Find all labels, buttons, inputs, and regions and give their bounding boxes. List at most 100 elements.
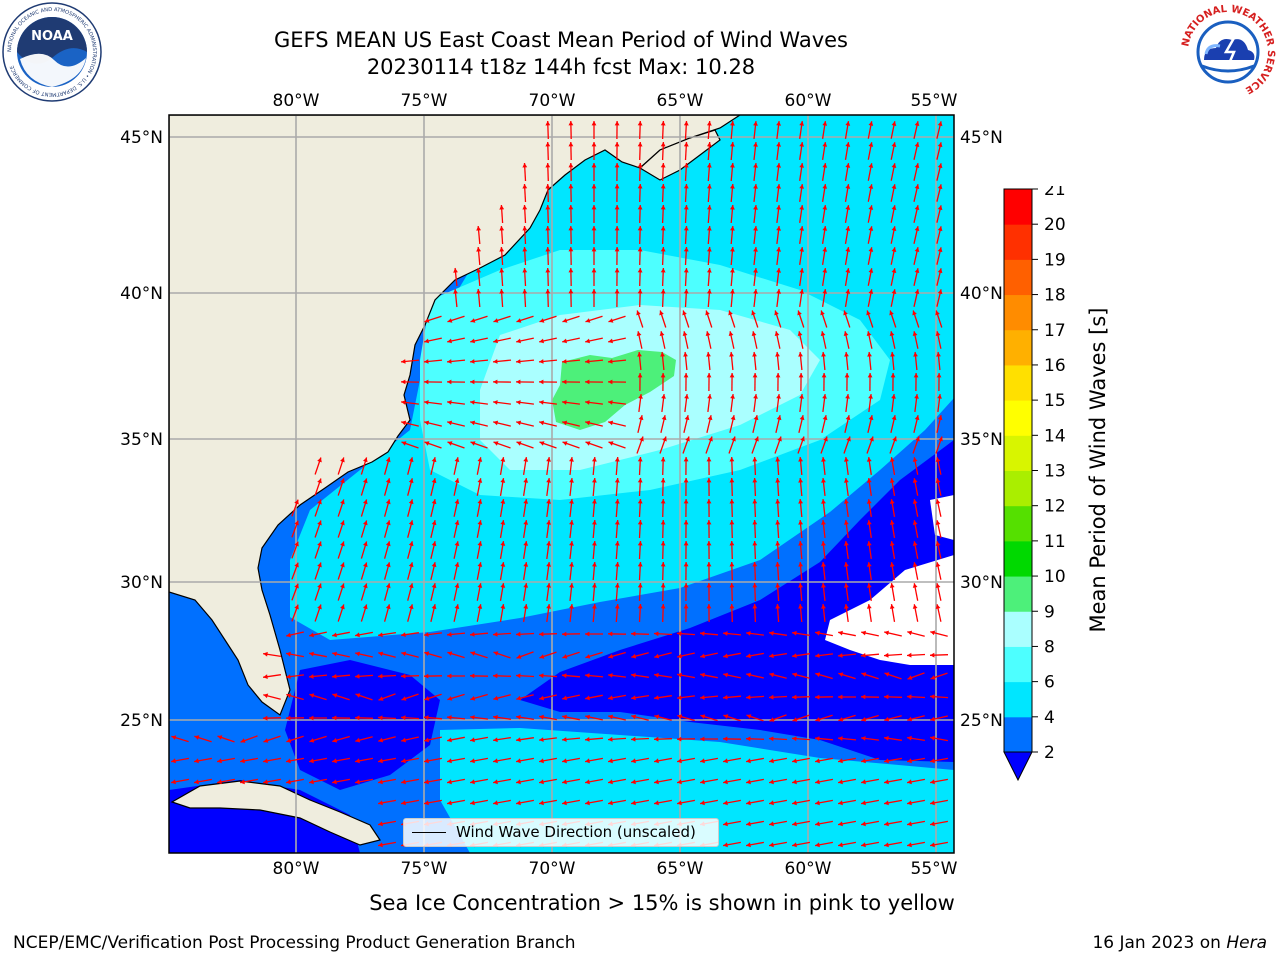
wind-arrow-head — [378, 800, 383, 806]
wind-arrow-head — [866, 310, 871, 316]
wind-arrow-head — [592, 457, 597, 462]
wind-arrow-head — [707, 289, 712, 294]
wind-arrow-head — [844, 604, 849, 609]
wind-arrow-head — [493, 338, 498, 344]
wind-arrow-head — [539, 758, 544, 764]
wind-arrow-head — [729, 499, 735, 504]
colorbar-tick-label: 15 — [1044, 391, 1066, 411]
wind-arrow-head — [654, 653, 660, 659]
wind-arrow-head — [263, 758, 268, 764]
wind-arrow-head — [937, 205, 943, 211]
wind-arrow-head — [332, 693, 338, 698]
wind-arrow-head — [355, 693, 361, 698]
wind-arrow-head — [913, 352, 918, 357]
wind-arrow-head — [638, 394, 643, 399]
lon-tick-top: 80°W — [273, 91, 320, 111]
wind-arrow-head — [654, 714, 660, 720]
wind-arrow-head — [930, 800, 935, 806]
wind-arrow-head — [545, 142, 551, 147]
wind-arrow-head — [539, 420, 545, 426]
wind-arrow-head — [890, 373, 896, 378]
wind-arrow-head — [660, 184, 666, 189]
colorbar-title: Mean Period of Wind Waves [s] — [1086, 307, 1110, 633]
wind-arrow-head — [660, 142, 666, 147]
wind-arrow-head — [907, 630, 913, 636]
wind-arrow-head — [659, 331, 665, 336]
colorbar-tick-label: 20 — [1044, 215, 1066, 235]
wind-arrow-head — [891, 142, 897, 147]
wind-arrow-head — [363, 520, 368, 526]
wind-arrow-head — [844, 373, 850, 378]
wind-arrow-head — [363, 478, 368, 484]
wind-arrow-head — [637, 373, 643, 378]
wind-arrow-head — [930, 821, 935, 827]
wind-arrow-head — [746, 631, 751, 636]
wind-arrow-head — [684, 415, 690, 421]
wind-arrow-head — [424, 651, 430, 656]
wind-arrow-head — [792, 630, 797, 636]
wind-arrow-head — [562, 400, 567, 405]
lat-tick-right: 45°N — [960, 128, 1003, 148]
wind-arrow-head — [309, 651, 314, 657]
wind-arrow-head — [378, 842, 383, 848]
wind-arrow-head — [591, 184, 597, 189]
wind-arrow-head — [914, 121, 920, 126]
wind-arrow-head — [700, 672, 705, 678]
wind-arrow-head — [470, 737, 475, 743]
wind-arrow-head — [706, 352, 711, 357]
wind-arrow-head — [608, 800, 613, 806]
wind-arrow-head — [171, 758, 176, 764]
wind-arrow-head — [585, 338, 590, 344]
legend-line-sample — [412, 832, 446, 833]
wind-arrow-head — [729, 352, 734, 357]
wind-arrow-head — [500, 583, 506, 588]
lat-tick-left: 25°N — [120, 711, 163, 731]
wind-arrow-head — [493, 379, 498, 385]
wind-arrow-head — [408, 562, 414, 568]
wind-arrow-head — [822, 268, 828, 273]
wind-arrow-head — [846, 436, 851, 442]
wind-arrow-head — [723, 672, 728, 678]
wind-arrow-head — [838, 842, 843, 848]
wind-arrow-head — [309, 674, 314, 679]
wind-arrow-head — [861, 630, 866, 636]
wind-arrow-head — [294, 541, 299, 547]
wind-arrow-head — [286, 738, 292, 743]
wind-arrow-head — [499, 226, 505, 231]
wind-arrow-head — [470, 715, 475, 720]
wind-arrow-head — [930, 652, 935, 658]
wind-arrow-head — [470, 696, 476, 701]
wind-arrow-head — [614, 226, 620, 231]
wind-arrow-head — [385, 499, 391, 505]
wind-arrow-head — [815, 821, 820, 827]
wind-arrow-head — [545, 163, 551, 168]
wind-arrow-head — [730, 394, 735, 399]
wind-arrow-head — [424, 779, 429, 785]
wind-arrow-head — [884, 800, 889, 806]
wind-arrow-head — [683, 583, 689, 588]
wind-arrow-head — [608, 673, 613, 678]
wind-arrow-head — [907, 842, 912, 848]
wind-arrow-head — [585, 673, 590, 678]
wind-arrow-head — [752, 520, 758, 525]
noaa-logo: NATIONAL OCEANIC AND ATMOSPHERIC ADMINIS… — [2, 2, 102, 102]
wind-arrow-head — [660, 520, 666, 525]
wind-arrow-head — [753, 289, 758, 294]
wind-arrow-head — [637, 142, 643, 147]
wind-arrow-head — [516, 379, 521, 385]
wind-arrow-head — [884, 758, 889, 764]
wind-arrow-head — [614, 289, 620, 294]
wind-arrow-head — [516, 318, 522, 323]
wind-arrow-head — [792, 821, 797, 827]
wind-arrow-head — [454, 520, 460, 525]
wind-arrow-head — [631, 800, 636, 806]
wind-arrow-head — [592, 478, 597, 483]
wind-arrow-head — [614, 583, 620, 588]
wind-arrow-head — [700, 779, 705, 785]
wind-arrow-head — [585, 758, 590, 764]
wind-arrow-head — [585, 714, 590, 720]
wind-arrow-head — [792, 653, 797, 658]
wind-arrow-head — [447, 400, 452, 405]
wind-arrow-head — [845, 184, 851, 189]
wind-arrow-head — [562, 779, 567, 785]
